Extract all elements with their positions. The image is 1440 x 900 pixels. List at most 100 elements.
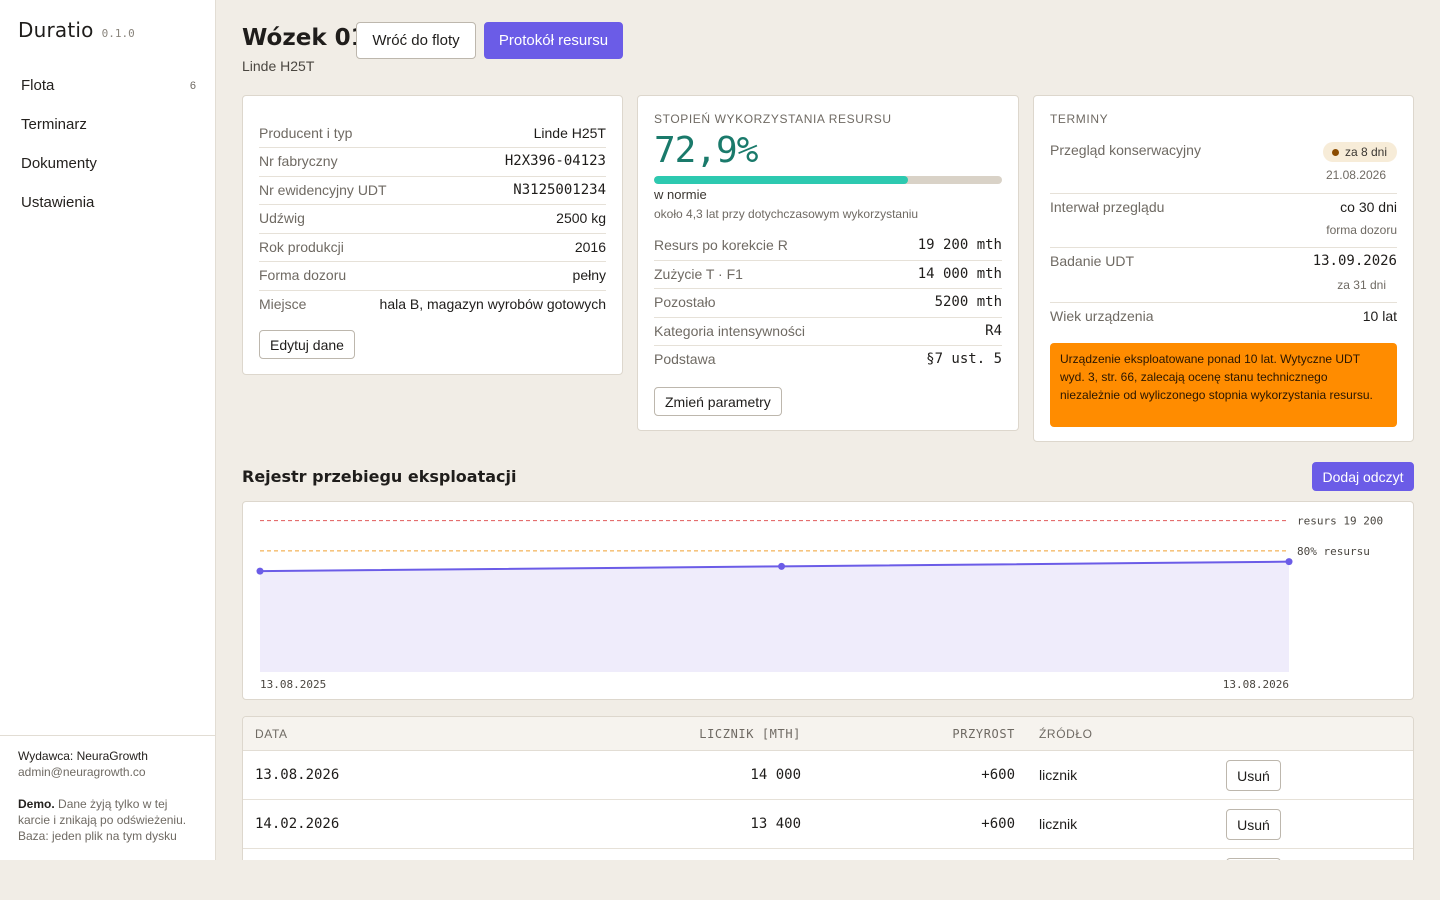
detail-key: Rok produkcji (259, 239, 344, 255)
col-increment: Przyrost (952, 727, 1015, 741)
usage-chart: resurs 19 200 80% resursu 13.08.2025 13.08.… (242, 501, 1414, 700)
detail-row: Nr ewidencyjny UDT N3125001234 (259, 182, 606, 198)
add-reading-button[interactable]: Dodaj odczyt (1312, 462, 1414, 491)
row-source: licznik (1039, 767, 1078, 783)
usage-key: Resurs po korekcie R (654, 237, 788, 253)
col-date: Data (255, 727, 288, 741)
brand: Duratio 0.1.0 (18, 18, 135, 42)
usage-percent: 72,9% (654, 130, 758, 171)
delete-row-button[interactable]: Usuń (1226, 809, 1281, 840)
interval-sub: forma dozoru (1326, 223, 1397, 237)
sidebar-item-label: Flota (21, 77, 55, 94)
usage-key: Podstawa (654, 351, 716, 367)
interval-key: Interwał przeglądu (1050, 199, 1165, 215)
detail-key: Producent i typ (259, 125, 353, 141)
row-counter: 13 400 (750, 816, 801, 832)
usage-key: Kategoria intensywności (654, 323, 805, 339)
usage-progress-bar (654, 176, 1002, 184)
age-row: Wiek urządzenia 10 lat (1050, 308, 1397, 324)
detail-value: hala B, magazyn wyrobów gotowych (379, 296, 606, 312)
data-point (778, 562, 786, 570)
usage-row: Zużycie T · F1 14 000 mth (654, 266, 1002, 282)
udt-sub: za 31 dni (1337, 278, 1386, 292)
table-row: 14.02.2026 13 400 +600 licznik Usuń (243, 800, 1413, 849)
sidebar-item-dokumenty[interactable]: Dokumenty (0, 144, 215, 183)
app-version: 0.1.0 (101, 27, 135, 40)
demo-text: Dane żyją tylko w tej karcie i znikają p… (18, 797, 187, 827)
resource-protocol-button[interactable]: Protokół resursu (484, 22, 623, 59)
inspection-date: 21.08.2026 (1325, 168, 1386, 182)
demo-label: Demo. (18, 797, 55, 811)
sidebar-item-ustawienia[interactable]: Ustawienia (0, 183, 215, 222)
change-parameters-button[interactable]: Zmień parametry (654, 387, 782, 416)
col-counter: Licznik [mth] (699, 727, 801, 741)
detail-key: Miejsce (259, 296, 307, 312)
data-point (1285, 558, 1293, 566)
badge-text: za 8 dni (1344, 145, 1387, 159)
usage-progress-fill (654, 176, 908, 184)
detail-value: 2500 kg (556, 210, 606, 226)
detail-key: Udźwig (259, 210, 305, 226)
usage-card: Stopień wykorzystania resursu 72,9% w no… (637, 95, 1019, 431)
inspection-due-badge: za 8 dni (1322, 142, 1397, 162)
publisher-email: admin@neuragrowth.co (18, 765, 146, 779)
interval-row: Interwał przeglądu co 30 dni (1050, 199, 1397, 215)
reference-line-label: resurs 19 200 (1297, 515, 1383, 528)
detail-key: Nr ewidencyjny UDT (259, 182, 387, 198)
usage-row: Podstawa §7 ust. 5 (654, 351, 1002, 367)
sidebar-item-count: 6 (189, 79, 196, 92)
sidebar-item-label: Terminarz (21, 116, 87, 133)
delete-row-button[interactable]: Usuń (1226, 760, 1281, 791)
row-counter: 14 000 (750, 767, 801, 783)
interval-value: co 30 dni (1340, 199, 1397, 215)
table-row: 13.08.2026 14 000 +600 licznik Usuń (243, 751, 1413, 800)
usage-value: 19 200 mth (917, 237, 1002, 253)
db-note: Baza: jeden plik na tym dysku (18, 829, 177, 843)
edit-data-button[interactable]: Edytuj dane (259, 330, 355, 359)
detail-row: Forma dozoru pełny (259, 267, 606, 283)
usage-value: 5200 mth (934, 294, 1002, 310)
detail-value: 2016 (574, 239, 606, 255)
sidebar-item-label: Dokumenty (21, 155, 97, 172)
age-warning-alert: Urządzenie eksploatowane ponad 10 lat. W… (1050, 343, 1397, 427)
data-point (256, 567, 264, 575)
udt-row: Badanie UDT 13.09.2026 (1050, 253, 1397, 269)
udt-value: 13.09.2026 (1312, 253, 1397, 269)
usage-value: R4 (985, 323, 1002, 339)
detail-row: Udźwig 2500 kg (259, 210, 606, 226)
status-dot-icon (1331, 148, 1339, 156)
x-tick-label: 13.08.2026 (1223, 678, 1289, 691)
detail-key: Nr fabryczny (259, 153, 338, 169)
sidebar-footer: Wydawca: NeuraGrowth admin@neuragrowth.c… (0, 735, 215, 856)
detail-row: Rok produkcji 2016 (259, 239, 606, 255)
sidebar-nav: Flota 6 Terminarz Dokumenty Ustawienia (0, 66, 215, 222)
age-key: Wiek urządzenia (1050, 308, 1154, 324)
details-card: Producent i typ Linde H25T Nr fabryczny H2… (242, 95, 623, 375)
app-name: Duratio (18, 18, 94, 42)
row-source: licznik (1039, 816, 1078, 832)
back-to-fleet-button[interactable]: Wróć do floty (356, 22, 476, 59)
sidebar-item-label: Ustawienia (21, 194, 95, 211)
detail-value: N3125001234 (513, 182, 606, 198)
sidebar-item-flota[interactable]: Flota 6 (0, 66, 215, 105)
page-bottom (0, 860, 1440, 900)
terms-label: Terminy (1050, 112, 1109, 126)
publisher: Wydawca: NeuraGrowth (18, 749, 148, 763)
row-increment: +600 (981, 767, 1015, 783)
detail-row: Miejsce hala B, magazyn wyrobów gotowych (259, 296, 606, 312)
page-subtitle: Linde H25T (242, 58, 315, 74)
detail-row: Producent i typ Linde H25T (259, 125, 606, 141)
detail-key: Forma dozoru (259, 267, 347, 283)
terms-card: Terminy Przegląd konserwacyjny za 8 dni … (1033, 95, 1414, 442)
log-table: Data Licznik [mth] Przyrost Źródło 13.08… (242, 716, 1414, 876)
sidebar-item-terminarz[interactable]: Terminarz (0, 105, 215, 144)
row-date: 13.08.2026 (255, 767, 340, 783)
page-title: Wózek 01 (242, 25, 367, 51)
usage-status: w normie (654, 187, 707, 202)
usage-key: Zużycie T · F1 (654, 266, 743, 282)
demo-note: Demo. Dane żyją tylko w tej karcie i zni… (18, 796, 197, 828)
usage-status-sub: około 4,3 lat przy dotychczasowym wykorz… (654, 207, 919, 221)
row-date: 14.02.2026 (255, 816, 340, 832)
usage-label: Stopień wykorzystania resursu (654, 112, 892, 126)
usage-key: Pozostało (654, 294, 716, 310)
